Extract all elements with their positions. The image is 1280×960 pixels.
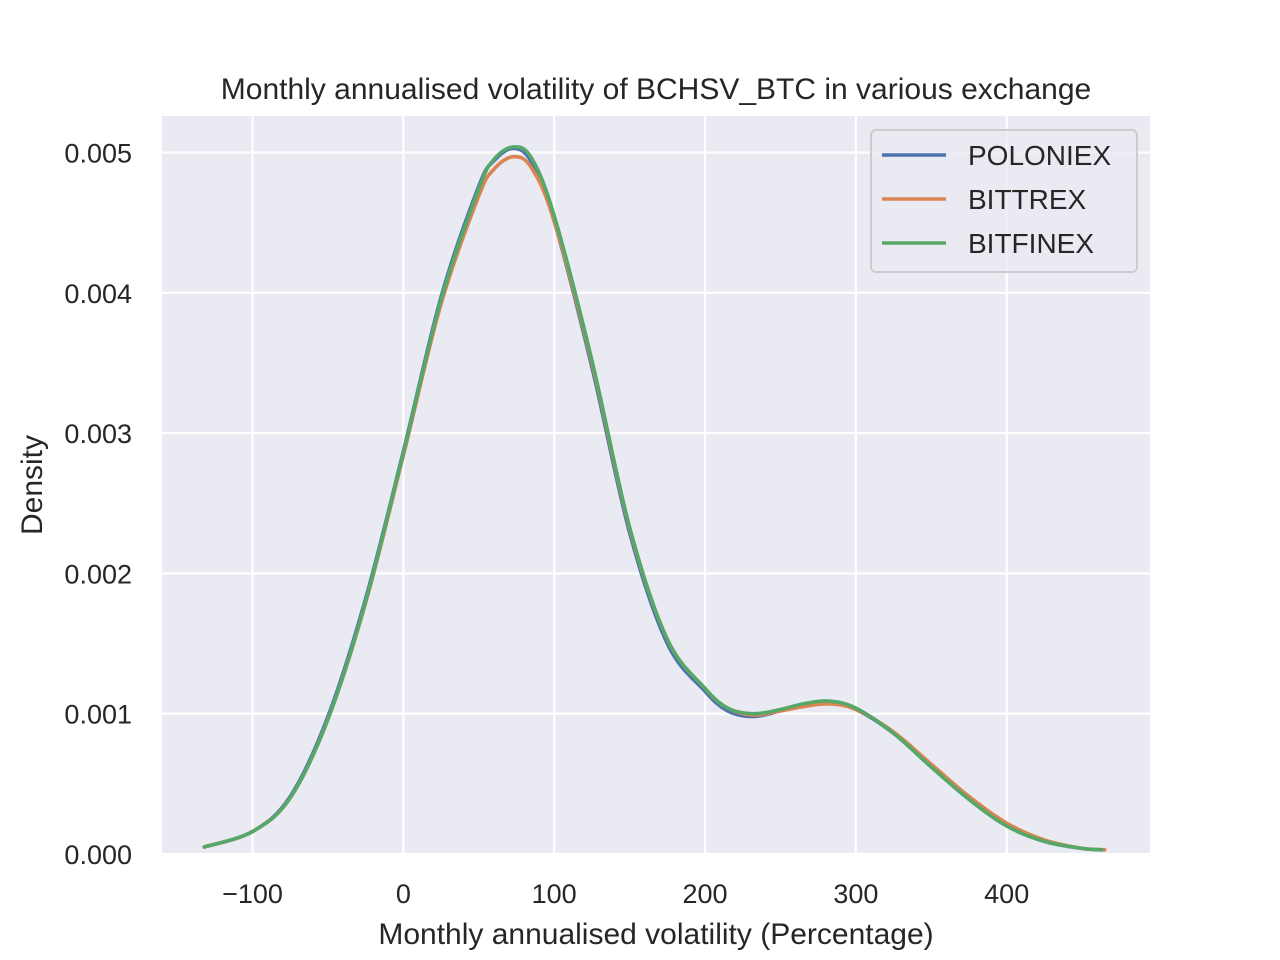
chart-title: Monthly annualised volatility of BCHSV_B…	[221, 73, 1091, 106]
series-line-bitfinex	[202, 145, 1104, 852]
y-tick-label: 0.005	[64, 138, 132, 168]
legend-label-bitfinex: BITFINEX	[968, 228, 1094, 259]
x-tick-label: 100	[532, 879, 577, 909]
legend-label-poloniex: POLONIEX	[968, 140, 1111, 171]
x-tick-label: 300	[833, 879, 878, 909]
y-tick-label: 0.002	[64, 559, 132, 589]
y-tick-label: 0.001	[64, 700, 132, 730]
grid	[162, 116, 1150, 856]
series-lines	[202, 145, 1107, 852]
legend: POLONIEX BITTREX BITFINEX	[870, 129, 1138, 273]
legend-label-bittrex: BITTREX	[968, 184, 1087, 215]
legend-box	[870, 129, 1138, 273]
y-tick-label: 0.003	[64, 419, 132, 449]
y-axis-label: Density	[16, 435, 49, 535]
x-tick-label: 0	[396, 879, 411, 909]
x-axis-label: Monthly annualised volatility (Percentag…	[378, 918, 933, 951]
y-axis-ticks: 0.000 0.001 0.002 0.003 0.004 0.005	[64, 138, 132, 870]
y-tick-label: 0.004	[64, 279, 132, 309]
x-tick-label: 400	[984, 879, 1029, 909]
x-axis-ticks: −100 0 100 200 300 400	[222, 879, 1029, 909]
x-tick-label: −100	[222, 879, 283, 909]
x-tick-label: 200	[682, 879, 727, 909]
y-tick-label: 0.000	[64, 840, 132, 870]
